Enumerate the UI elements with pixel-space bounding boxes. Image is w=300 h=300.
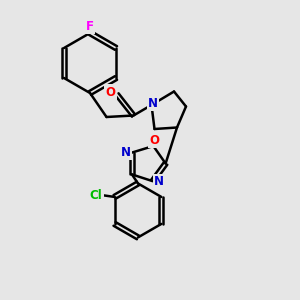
Text: O: O <box>105 85 116 99</box>
Text: Cl: Cl <box>90 189 102 202</box>
Text: N: N <box>121 146 131 159</box>
Text: O: O <box>149 134 159 147</box>
Text: N: N <box>154 175 164 188</box>
Text: N: N <box>148 97 158 110</box>
Text: F: F <box>86 20 94 33</box>
